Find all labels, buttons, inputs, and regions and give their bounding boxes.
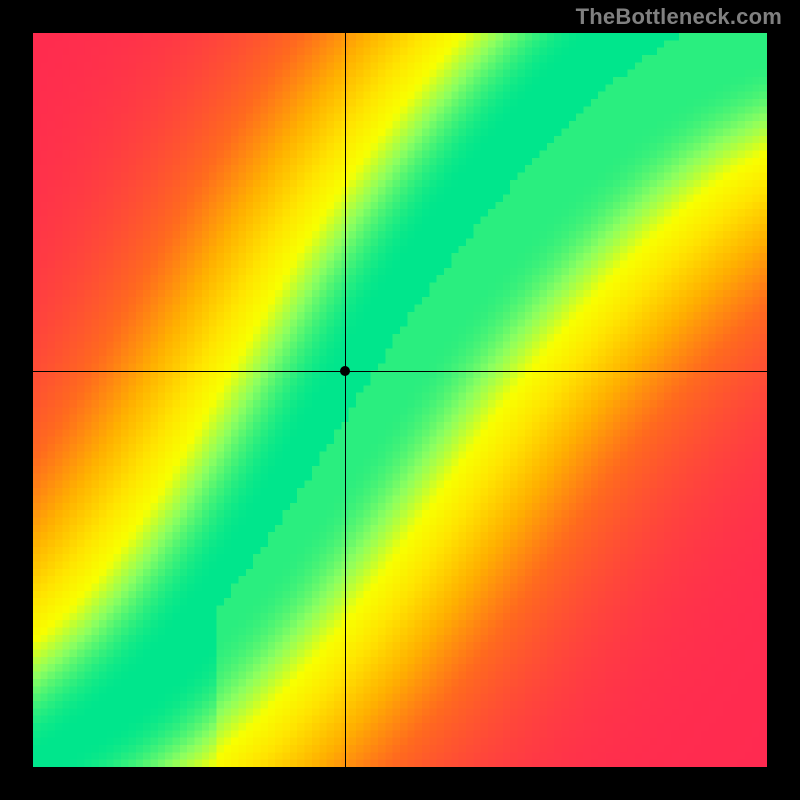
crosshair-marker-dot	[340, 366, 350, 376]
crosshair-vertical-line	[345, 33, 346, 767]
watermark-text: TheBottleneck.com	[576, 4, 782, 30]
crosshair-horizontal-line	[33, 371, 767, 372]
heatmap-plot-area	[33, 33, 767, 767]
chart-outer-frame: TheBottleneck.com	[0, 0, 800, 800]
heatmap-canvas	[33, 33, 767, 767]
